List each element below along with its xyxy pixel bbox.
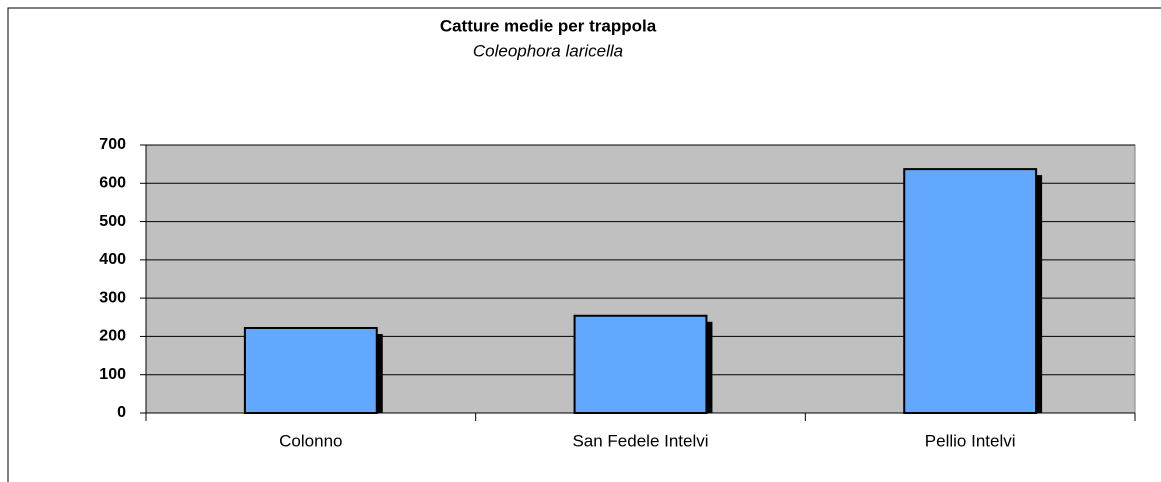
- chart-subtitle: Coleophora laricella: [473, 41, 623, 60]
- x-tick-label: Pellio Intelvi: [925, 431, 1016, 450]
- y-tick-label: 400: [99, 251, 126, 268]
- y-tick-label: 600: [99, 175, 126, 192]
- y-tick-label: 300: [99, 289, 126, 306]
- bar: [573, 314, 708, 414]
- bar: [243, 327, 378, 414]
- chart-title: Catture medie per trappola: [440, 16, 657, 35]
- y-tick-label: 0: [117, 404, 126, 421]
- y-tick-label: 100: [99, 366, 126, 383]
- y-tick-label: 500: [99, 213, 126, 230]
- y-tick-label: 700: [99, 136, 126, 153]
- bar: [903, 168, 1038, 414]
- x-tick-label: Colonno: [279, 431, 342, 450]
- x-tick-label: San Fedele Intelvi: [572, 431, 708, 450]
- y-tick-label: 200: [99, 328, 126, 345]
